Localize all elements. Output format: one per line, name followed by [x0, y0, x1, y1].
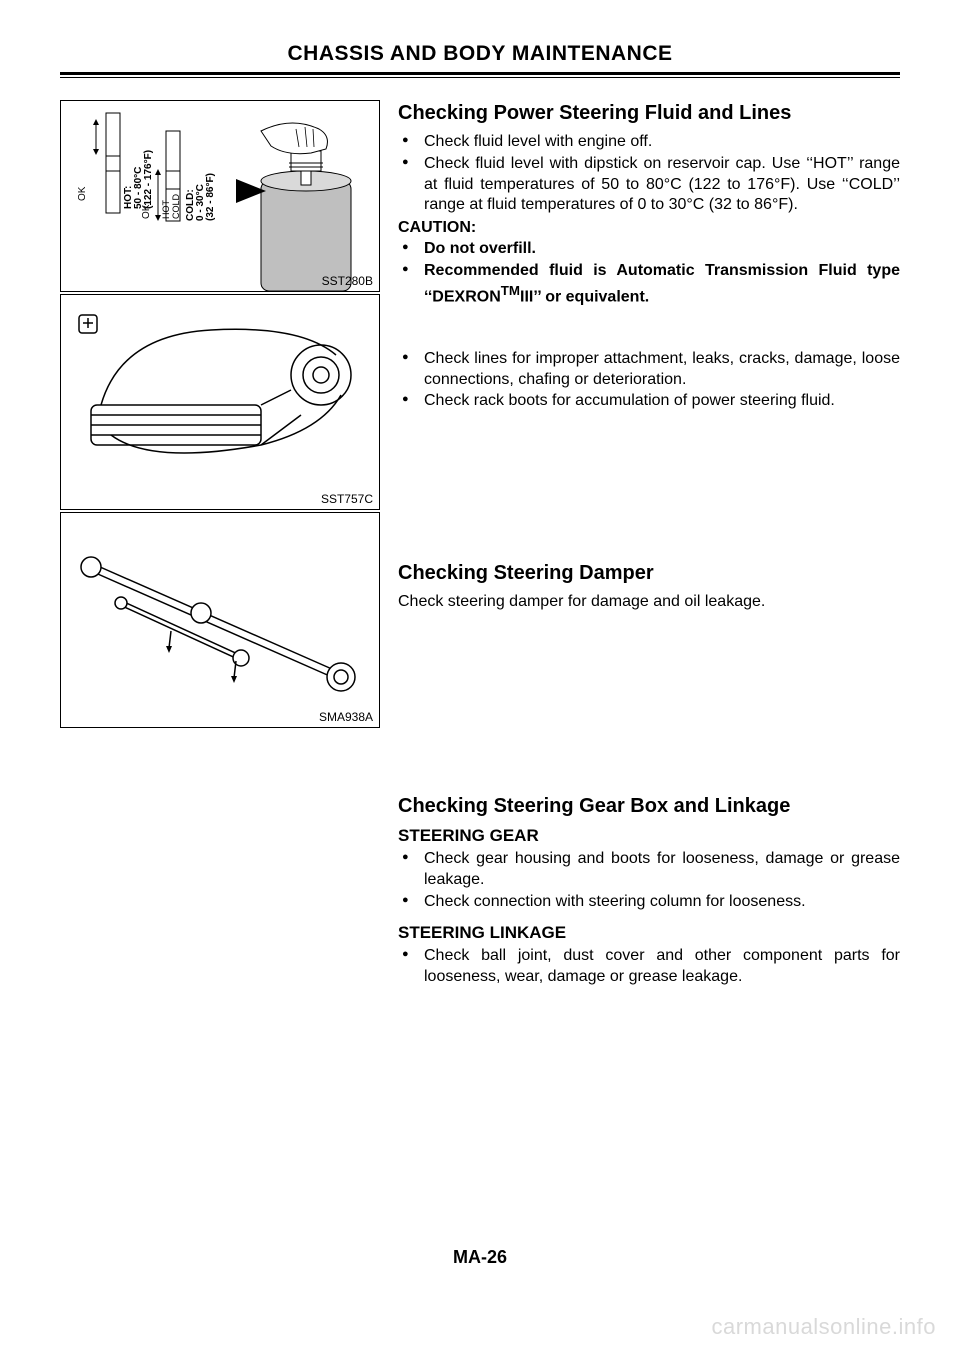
section-title: Checking Steering Gear Box and Linkage [398, 793, 900, 819]
bullet-item: Check fluid level with dipstick on reser… [398, 154, 900, 216]
steering-lines-icon [61, 295, 381, 511]
text-column: Checking Power Steering Fluid and Lines … [398, 100, 900, 989]
section-power-steering-fluid: Checking Power Steering Fluid and Lines … [398, 100, 900, 308]
bullet-item: Check ball joint, dust cover and other c… [398, 946, 900, 988]
figure-damper: SMA938A [60, 512, 380, 728]
page-header-title: CHASSIS AND BODY MAINTENANCE [60, 42, 900, 66]
section-title: Checking Power Steering Fluid and Lines [398, 100, 900, 126]
subheading: STEERING GEAR [398, 825, 900, 847]
text: Recommended fluid is Automatic Transmiss… [424, 262, 900, 305]
bullet-item: Check fluid level with engine off. [398, 132, 900, 153]
section-lines-check: Check lines for improper attachment, lea… [398, 349, 900, 412]
bullet-item: Check connection with steering column fo… [398, 892, 900, 913]
figure-label: SMA938A [319, 710, 373, 724]
section-steering-gearbox: Checking Steering Gear Box and Linkage S… [398, 793, 900, 988]
ok-label-1: OK [77, 186, 88, 201]
svg-text:(32 - 86°F): (32 - 86°F) [205, 173, 216, 221]
figure-label: SST757C [321, 492, 373, 506]
watermark: carmanualsonline.info [711, 1314, 936, 1340]
trademark: TM [501, 283, 520, 298]
reservoir-diagram-icon: OK OK HOT: 50 - 80°C (122 - 176°F) HOT C… [61, 101, 381, 293]
svg-text:HOT: HOT [161, 200, 171, 220]
figures-column: OK OK HOT: 50 - 80°C (122 - 176°F) HOT C… [60, 100, 380, 989]
figure-label: SST280B [322, 274, 373, 288]
bullet-item: Check rack boots for accumulation of pow… [398, 391, 900, 412]
section-steering-damper: Checking Steering Damper Check steering … [398, 560, 900, 613]
svg-text:(122 - 176°F): (122 - 176°F) [143, 150, 154, 209]
paragraph: Check steering damper for damage and oil… [398, 592, 900, 613]
bullet-item: Check lines for improper attachment, lea… [398, 349, 900, 391]
subheading: STEERING LINKAGE [398, 922, 900, 944]
svg-text:COLD: COLD [171, 193, 181, 219]
bullet-item: Recommended fluid is Automatic Transmiss… [398, 261, 900, 308]
bullet-item: Check gear housing and boots for loosene… [398, 849, 900, 891]
page-number: MA-26 [0, 1247, 960, 1268]
section-title: Checking Steering Damper [398, 560, 900, 586]
header-rule-thin [60, 77, 900, 78]
caution-label: CAUTION: [398, 218, 900, 239]
text: III’’ or equivalent. [520, 288, 649, 305]
steering-damper-icon [61, 513, 381, 729]
figure-lines: SST757C [60, 294, 380, 510]
bullet-item: Do not overfill. [398, 239, 900, 260]
header-rule [60, 72, 900, 75]
figure-reservoir: OK OK HOT: 50 - 80°C (122 - 176°F) HOT C… [60, 100, 380, 292]
